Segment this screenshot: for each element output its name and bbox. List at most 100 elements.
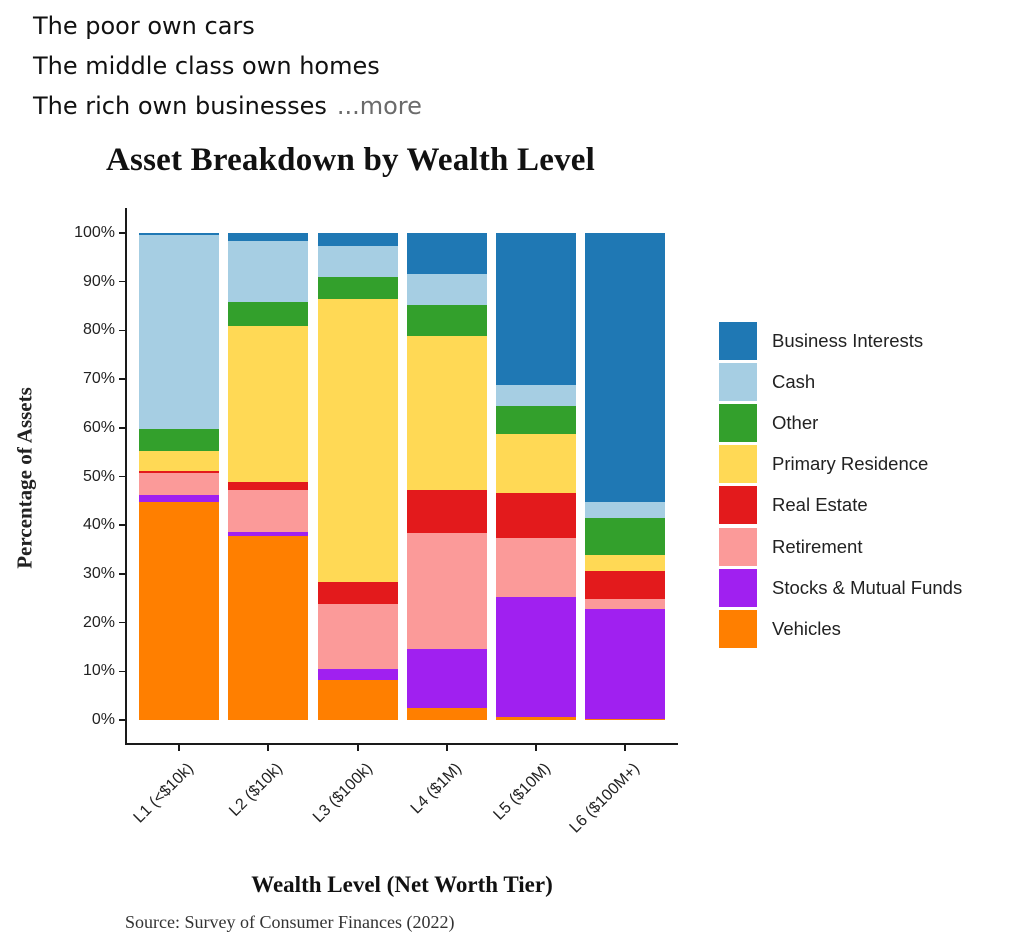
legend-label: Vehicles [772,617,841,639]
bar-segment-other [139,428,219,451]
bar-segment-other [496,405,576,435]
bar-segment-stocks-mutual-funds [585,608,665,719]
y-tick-label: 60% [82,418,115,436]
see-more-link[interactable]: ...more [336,92,422,120]
y-tick [119,524,125,526]
legend-swatch [719,403,757,442]
x-tick [267,745,269,751]
y-tick-label: 50% [82,467,115,485]
x-tick [357,745,359,751]
bar-segment-vehicles [585,718,665,720]
x-tick-label: L6 ($100M+) [566,760,644,837]
y-tick [119,329,125,332]
x-tick-label: L3 ($100k) [309,760,377,827]
x-tick-label: L5 ($10M) [490,760,555,824]
y-tick [119,475,125,478]
y-tick [119,378,125,380]
bar-segment-other [318,276,398,299]
caption-line-1: The poor own cars [33,12,255,40]
y-tick [119,573,125,575]
y-tick-label: 10% [82,662,115,680]
legend-swatch [719,362,757,401]
x-tick-label: L2 ($10k) [226,760,287,820]
bar-segment-stocks-mutual-funds [318,668,398,681]
y-tick [119,280,125,283]
legend-item: Stocks & Mutual Funds [719,567,962,608]
stacked-bar [139,233,219,720]
bar-segment-business-interests [139,233,219,236]
bar-segment-primary-residence [139,450,219,472]
legend-swatch [719,609,757,648]
stacked-bar [318,233,398,720]
bar-segment-real-estate [318,582,398,605]
caption-line-3-text: The rich own businesses [33,92,327,120]
bar-segment-retirement [585,599,665,609]
bar-segment-cash [318,246,398,277]
legend-item: Real Estate [719,485,962,526]
bar-segment-business-interests [496,233,576,385]
stacked-bar [407,233,487,720]
bar-segment-vehicles [228,535,308,720]
bar-segment-primary-residence [228,325,308,482]
bar-segment-primary-residence [585,554,665,571]
bar-segment-other [585,517,665,555]
bar-segment-retirement [228,490,308,533]
bar-segment-other [407,305,487,336]
stacked-bar [585,233,665,720]
bar-segment-retirement [496,537,576,597]
stacked-bar [496,233,576,720]
bar-segment-business-interests [585,233,665,502]
legend-item: Retirement [719,526,962,567]
legend-label: Retirement [772,535,863,557]
y-tick-label: 100% [74,224,115,241]
caption-line-3: The rich own businesses ...more [33,86,422,126]
y-tick-label: 80% [82,321,115,339]
bar-segment-cash [585,501,665,518]
bar-segment-vehicles [407,707,487,720]
x-axis [125,743,678,745]
legend-item: Business Interests [719,320,962,361]
bar-segment-real-estate [407,490,487,533]
y-tick-label: 90% [82,272,115,290]
bar-segment-primary-residence [318,298,398,583]
caption-line-2: The middle class own homes [33,52,380,80]
y-tick [119,621,125,624]
legend-label: Other [772,411,819,433]
bar-segment-cash [139,235,219,429]
y-tick [119,427,125,429]
legend-label: Real Estate [772,494,868,516]
bar-segment-real-estate [228,481,308,491]
legend-label: Business Interests [772,329,924,351]
bar-segment-vehicles [496,717,576,720]
y-tick-label: 70% [82,370,115,388]
legend-swatch [719,527,757,566]
x-tick [446,745,448,751]
bar-segment-business-interests [407,233,487,275]
bar-segment-business-interests [318,233,398,247]
bar-segment-vehicles [318,680,398,720]
y-tick [119,670,125,673]
y-tick-label: 40% [82,516,115,534]
x-tick-label: L1 (<$10k) [130,760,198,827]
bar-segment-retirement [139,472,219,496]
bar-segment-real-estate [139,471,219,473]
bar-segment-vehicles [139,501,219,720]
legend-swatch [719,486,757,525]
post-caption: The poor own cars The middle class own h… [33,6,422,126]
legend-swatch [719,568,757,607]
y-tick [119,232,125,234]
x-tick [624,745,626,751]
x-tick [178,745,180,751]
y-axis-title: Percentage of Assets [12,387,37,569]
bar-segment-stocks-mutual-funds [139,495,219,502]
y-tick-label: 30% [82,564,115,582]
legend-label: Stocks & Mutual Funds [772,576,963,598]
legend-label: Cash [772,370,816,392]
bar-segment-business-interests [228,233,308,242]
bar-segment-cash [496,384,576,406]
bar-segment-primary-residence [407,335,487,491]
bar-segment-primary-residence [496,434,576,494]
y-tick-label: 20% [82,613,115,631]
legend-item: Primary Residence [719,444,962,485]
bar-segment-other [228,302,308,326]
